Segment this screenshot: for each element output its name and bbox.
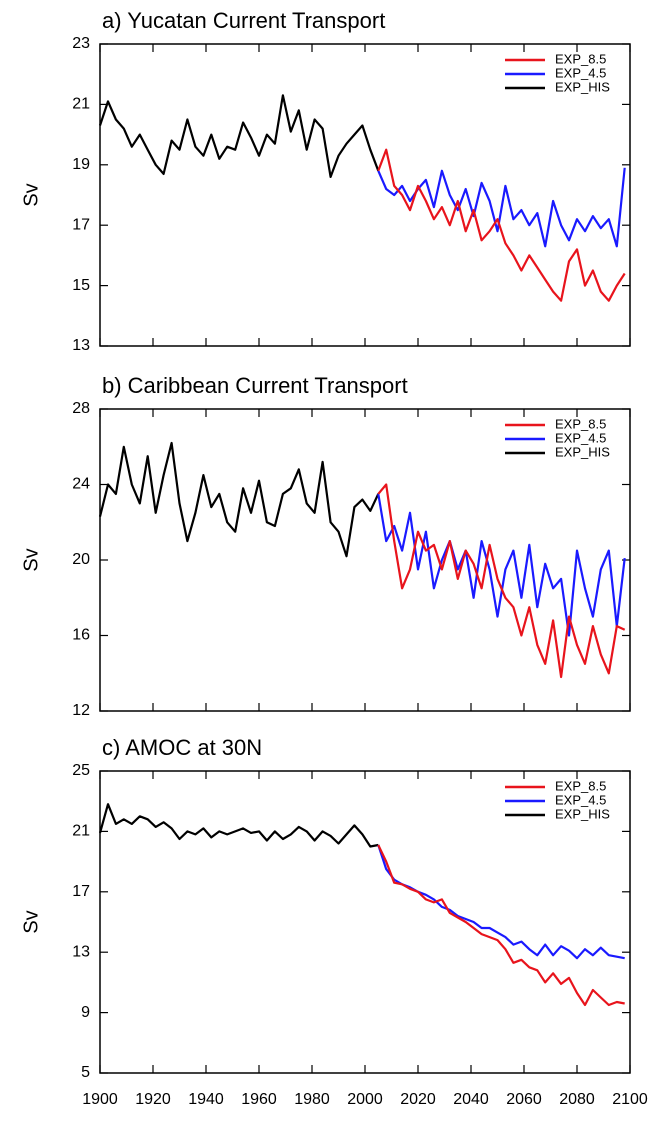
x-tick-label: 2060 [506, 1091, 542, 1108]
y-tick-label: 20 [72, 551, 90, 568]
legend-label: EXP_HIS [555, 806, 610, 821]
y-tick-label: 5 [81, 1064, 90, 1081]
series-line [377, 844, 625, 960]
panel-title: c) AMOC at 30N [102, 735, 262, 760]
panel: a) Yucatan Current Transport Sv 13 15 17 19 21… [20, 8, 631, 354]
panel: c) AMOC at 30N Sv 5 9 13 17 21 25 1900 1920 1940 19… [20, 735, 648, 1108]
series-line [377, 844, 625, 1007]
y-axis-label: Sv [20, 548, 42, 571]
x-tick-label: 2000 [347, 1091, 383, 1108]
series-line [377, 148, 626, 302]
series-line [98, 803, 379, 848]
legend-label: EXP_8.5 [555, 778, 606, 793]
plot-frame [99, 43, 631, 347]
y-tick-label: 13 [72, 337, 90, 354]
y-tick-label: 12 [72, 702, 90, 719]
series-line [377, 493, 626, 637]
y-tick-label: 16 [72, 627, 90, 644]
series-line [98, 441, 380, 558]
x-tick-label: 2020 [400, 1091, 436, 1108]
y-tick-label: 28 [72, 400, 90, 417]
y-tick-label: 21 [72, 96, 90, 113]
y-tick-label: 17 [72, 216, 90, 233]
x-tick-label: 1980 [294, 1091, 330, 1108]
panel-title: b) Caribbean Current Transport [102, 373, 408, 398]
y-tick-label: 9 [81, 1004, 90, 1021]
y-axis-label: Sv [20, 910, 42, 933]
legend-label: EXP_4.5 [555, 792, 606, 807]
plot-frame [99, 408, 631, 712]
series-line [377, 483, 626, 679]
y-tick-label: 21 [72, 823, 90, 840]
x-tick-label: 2080 [559, 1091, 595, 1108]
panel: b) Caribbean Current Transport Sv 12 16 20 24… [20, 373, 631, 719]
y-tick-label: 19 [72, 156, 90, 173]
legend-label: EXP_8.5 [555, 416, 606, 431]
panel-title: a) Yucatan Current Transport [102, 8, 385, 33]
legend-label: EXP_HIS [555, 444, 610, 459]
x-tick-label: 2040 [453, 1091, 489, 1108]
x-tick-label: 2100 [612, 1091, 648, 1108]
x-tick-label: 1920 [135, 1091, 171, 1108]
x-tick-label: 1900 [82, 1091, 118, 1108]
legend-label: EXP_4.5 [555, 430, 606, 445]
y-tick-label: 17 [72, 883, 90, 900]
y-tick-label: 23 [72, 35, 90, 52]
x-tick-label: 1940 [188, 1091, 224, 1108]
plot-frame [99, 770, 631, 1074]
y-tick-label: 13 [72, 943, 90, 960]
legend-label: EXP_4.5 [555, 65, 606, 80]
legend-label: EXP_8.5 [555, 51, 606, 66]
legend-label: EXP_HIS [555, 79, 610, 94]
y-axis-label: Sv [20, 183, 42, 206]
y-tick-label: 15 [72, 277, 90, 294]
x-tick-label: 1960 [241, 1091, 277, 1108]
series-line [98, 94, 380, 178]
y-tick-label: 25 [72, 762, 90, 779]
y-tick-label: 24 [72, 476, 90, 493]
